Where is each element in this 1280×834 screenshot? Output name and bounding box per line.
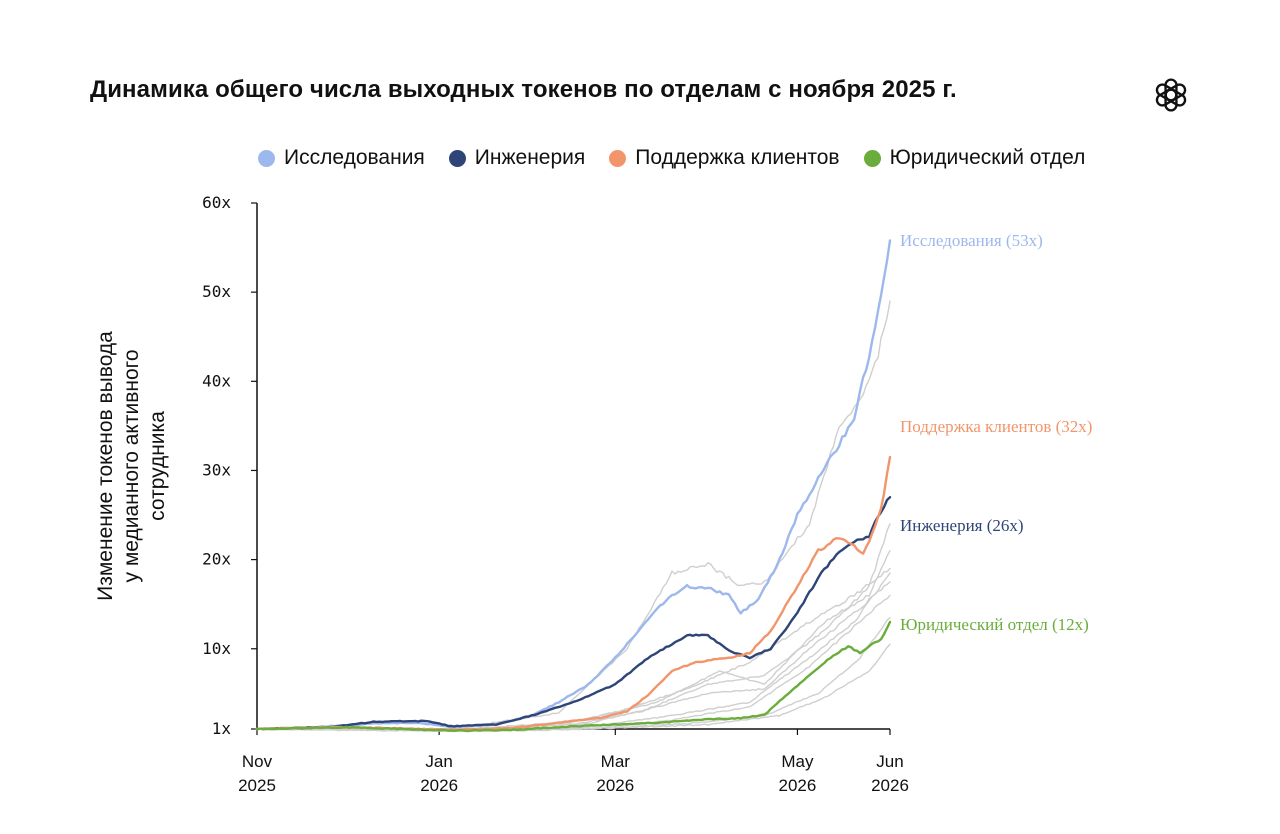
legend-label-support: Поддержка клиентов: [635, 146, 840, 169]
legend-dot-research: [258, 149, 275, 167]
background-series-line: [256, 300, 891, 731]
x-tick-label-line: May: [781, 752, 814, 771]
legend-item-research: Исследования: [258, 146, 425, 170]
y-axis-label-line: сотрудника: [146, 411, 169, 521]
series-line-3: [255, 620, 892, 733]
y-tick-label: 30x: [202, 460, 231, 479]
background-series-line: [256, 581, 891, 731]
series-end-label: Юридический отдел (12x): [900, 615, 1089, 634]
x-tick-label-line: Mar: [601, 752, 631, 771]
background-series-line: [256, 567, 891, 732]
chart-title: Динамика общего числа выходных токенов п…: [90, 76, 957, 103]
y-tick-label: 10x: [202, 639, 231, 658]
series-end-label: Инженерия (26x): [900, 516, 1024, 535]
series-line-0: [255, 239, 892, 731]
x-tick-label: Jun 2026: [871, 752, 909, 795]
x-tick-label-line: 2026: [871, 776, 909, 795]
legend-dot-engineering: [448, 149, 466, 167]
openai-logo-icon: [1155, 78, 1187, 112]
background-series-line: [256, 616, 891, 731]
x-tick-label: Nov 2025: [238, 752, 276, 795]
y-tick-label: 1x: [212, 719, 232, 738]
legend-item-support: Поддержка клиентов: [609, 146, 840, 170]
legend-label-engineering: Инженерия: [474, 146, 586, 169]
x-tick-label-line: Jun: [876, 752, 903, 771]
x-tick-label-line: 2025: [238, 776, 276, 795]
y-tick-label: 20x: [202, 550, 231, 569]
x-tick-label: Jan 2026: [420, 752, 458, 795]
x-tick-label: Mar 2026: [596, 752, 634, 795]
x-tick-label-line: Jan: [425, 752, 452, 771]
series-end-label: Поддержка клиентов (32x): [900, 417, 1092, 436]
y-axis-label-line: у медианного активного: [120, 350, 143, 583]
background-series-line: [256, 523, 891, 732]
x-tick-label-line: 2026: [779, 776, 817, 795]
y-tick-label: 60x: [202, 193, 231, 212]
x-tick-label: May 2026: [779, 752, 817, 795]
chart-legend: Исследования Инженерия Поддержка клиенто…: [258, 146, 1109, 170]
series-line-1: [255, 496, 892, 731]
series-end-label: Исследования (53x): [900, 231, 1043, 250]
legend-label-legal: Юридический отдел: [889, 146, 1086, 169]
x-tick-label-line: Nov: [242, 752, 273, 771]
legend-item-legal: Юридический отдел: [863, 146, 1086, 170]
y-tick-label: 50x: [202, 282, 231, 301]
y-axis-label: Изменение токенов вывода у медианного акт…: [94, 331, 169, 601]
y-axis-label-line: Изменение токенов вывода: [94, 331, 117, 601]
legend-dot-legal: [863, 149, 881, 167]
legend-item-engineering: Инженерия: [448, 146, 586, 170]
x-tick-label-line: 2026: [420, 776, 458, 795]
series-line-2: [255, 455, 892, 732]
background-series-line: [256, 550, 891, 732]
legend-label-research: Исследования: [284, 146, 425, 169]
x-tick-label-line: 2026: [596, 776, 634, 795]
legend-dot-support: [609, 149, 627, 167]
y-tick-label: 40x: [202, 371, 231, 390]
